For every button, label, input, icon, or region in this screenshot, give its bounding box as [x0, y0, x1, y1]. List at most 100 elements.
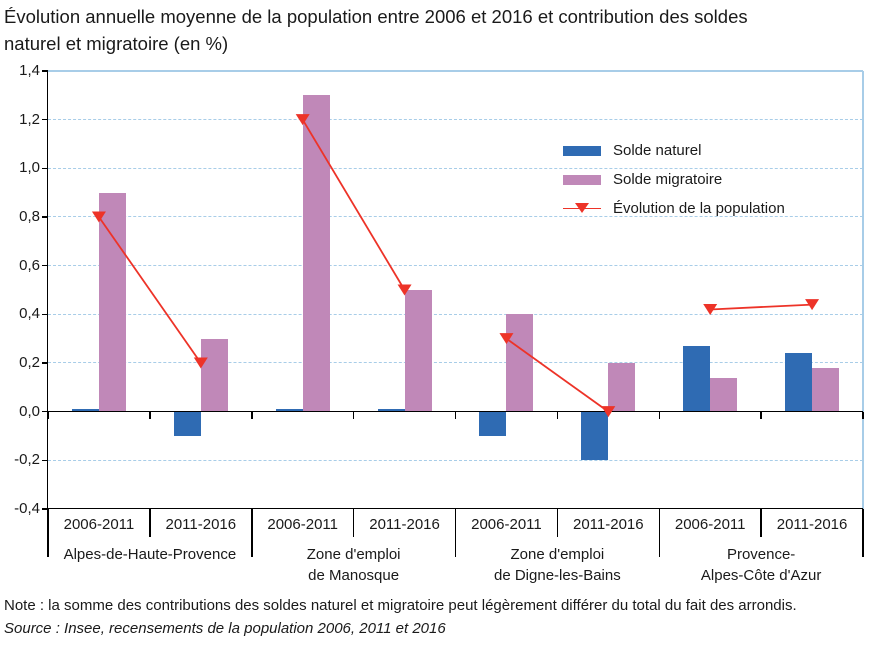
period-label: 2006-2011	[63, 516, 135, 533]
gridline	[48, 167, 863, 169]
legend-item: Évolution de la population	[563, 194, 785, 223]
legend-swatch	[563, 202, 607, 216]
period-separator	[760, 509, 762, 537]
solde_migratoire-swatch	[563, 174, 601, 185]
group-separator	[47, 509, 49, 557]
bar-solde-migratoire	[98, 192, 126, 412]
group-label-line: Alpes-Côte d'Azur	[700, 567, 822, 584]
legend: Solde naturel Solde migratoire Évolution d…	[563, 136, 785, 223]
period-label: 2006-2011	[267, 516, 338, 533]
plot-border-right	[862, 71, 864, 509]
category-tick	[251, 411, 253, 419]
period-label: 2006-2011	[674, 516, 746, 533]
category-tick	[658, 411, 660, 419]
evolution-line-segment	[98, 216, 202, 364]
group-label-line: de Digne-les-Bains	[494, 567, 621, 584]
group-separator	[862, 509, 864, 557]
y-axis-tick	[42, 167, 48, 170]
bar-solde-migratoire	[404, 290, 432, 412]
bar-solde-naturel	[71, 409, 99, 412]
y-axis-tick	[42, 216, 48, 218]
gridline	[48, 118, 863, 120]
period-label: 2011-2016	[165, 516, 237, 533]
group-label: Provence- Alpes-Côte d'Azur	[659, 544, 863, 586]
solde_naturel-swatch	[563, 145, 601, 156]
period-label: 2011-2016	[776, 516, 848, 533]
legend-item: Solde naturel	[563, 136, 785, 165]
y-axis-label: -0,4	[14, 500, 40, 517]
y-axis-label: 0,6	[19, 256, 40, 274]
chart-note: Note : la somme des contributions des so…	[4, 597, 797, 614]
y-axis-label: 1,0	[19, 159, 40, 177]
gridline	[48, 362, 863, 364]
bar-solde-naturel	[785, 353, 813, 412]
evolution-marker-icon	[575, 202, 589, 213]
y-axis-label: 0,2	[19, 354, 40, 371]
category-tick	[556, 411, 559, 419]
group-label-line: Zone d'emploi	[306, 546, 401, 563]
evolution-line-layer: Évolution de la population 2006-2011 : 0…	[91, 114, 820, 418]
evolution-marker: Évolution de la population 2006-2011 : 0…	[91, 211, 106, 223]
y-axis-tick	[42, 362, 48, 364]
bar-solde-migratoire	[710, 377, 738, 412]
plot-border-bottom	[48, 507, 863, 509]
category-tick	[454, 411, 457, 419]
evolution-marker: Évolution de la population 2006-2011 : 1…	[295, 114, 310, 126]
period-label: 2006-2011	[471, 516, 542, 533]
bar-solde-naturel	[479, 411, 507, 436]
chart-source: Source : Insee, recensements de la popul…	[4, 620, 446, 637]
evolution-marker: Évolution de la population 2011-2016 : 0…	[397, 284, 412, 296]
group-label-line: Zone d'emploi	[510, 546, 605, 563]
y-axis-label: 0,0	[19, 402, 40, 420]
evolution-marker: Évolution de la population 2011-2016 : 0	[601, 406, 616, 418]
evolution-line-segment	[301, 119, 406, 291]
group-separator	[454, 509, 457, 557]
bar-solde-naturel	[377, 409, 405, 412]
y-axis-label: 1,4	[19, 62, 40, 79]
bar-solde-migratoire	[200, 338, 228, 412]
gridline	[48, 313, 863, 315]
period-separator	[149, 509, 151, 537]
group-separator	[658, 509, 660, 557]
y-axis-label: -0,2	[14, 451, 40, 469]
group-label: Zone d'emploi de Digne-les-Bains	[456, 544, 660, 586]
y-axis-tick	[42, 118, 48, 121]
plot-border-top	[48, 70, 863, 72]
y-axis-tick	[42, 70, 48, 72]
y-axis-tick	[42, 264, 48, 267]
y-axis-tick	[42, 459, 48, 462]
legend-item: Solde migratoire	[563, 165, 785, 194]
y-axis-tick	[42, 313, 48, 316]
evolution-line-segment	[710, 303, 813, 311]
legend-label: Solde migratoire	[613, 171, 723, 188]
y-axis-tick	[42, 410, 48, 413]
evolution-marker: Évolution de la population 2006-2011 : 0…	[703, 303, 718, 315]
legend-label: Solde naturel	[613, 142, 702, 159]
legend-swatch	[563, 173, 607, 187]
group-label-line: Provence-	[726, 546, 796, 563]
bar-solde-naturel	[173, 411, 201, 436]
bar-solde-naturel	[275, 409, 303, 412]
y-axis-tick	[42, 508, 48, 510]
period-label: 2011-2016	[369, 516, 440, 533]
bar-solde-naturel	[683, 345, 711, 412]
gridline	[48, 264, 863, 266]
bar-solde-migratoire	[812, 367, 840, 412]
group-label-line: Alpes-de-Haute-Provence	[63, 546, 237, 563]
evolution-marker: Évolution de la population 2006-2011 : 0…	[499, 333, 514, 345]
period-separator	[556, 509, 559, 537]
y-axis-label: 0,8	[19, 208, 40, 225]
chart-title: Évolution annuelle moyenne de la populat…	[4, 3, 748, 57]
y-axis-line	[46, 71, 48, 509]
bar-solde-naturel	[581, 411, 609, 461]
period-separator	[352, 509, 355, 537]
category-tick	[862, 411, 864, 419]
plot-area: Évolution de la population 2006-2011 : 0…	[46, 70, 864, 509]
group-label-line: de Manosque	[308, 567, 400, 584]
evolution-marker: Évolution de la population 2011-2016 : 0…	[805, 299, 820, 311]
y-axis-label: 1,2	[19, 110, 40, 128]
category-tick	[352, 411, 355, 419]
evolution-line-segment	[505, 337, 609, 413]
group-label: Alpes-de-Haute-Provence	[48, 544, 252, 565]
